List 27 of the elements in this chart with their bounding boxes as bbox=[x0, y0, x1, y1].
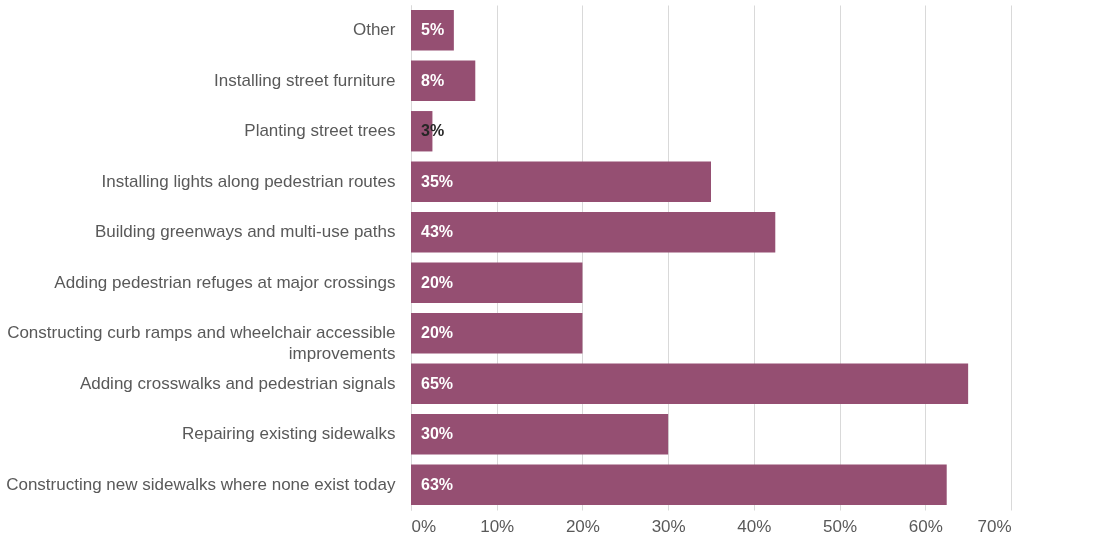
data-label: 20% bbox=[421, 324, 454, 342]
y-tick-label: Other bbox=[352, 20, 396, 40]
y-tick-label: Adding crosswalks and pedestrian signals bbox=[79, 373, 396, 393]
x-tick-label: 70% bbox=[977, 516, 1012, 536]
data-label: 20% bbox=[421, 273, 454, 291]
y-tick-label: Building greenways and multi-use paths bbox=[94, 222, 396, 242]
x-tick-label: 40% bbox=[737, 516, 772, 536]
data-label: 43% bbox=[421, 223, 454, 241]
x-tick-label: 30% bbox=[651, 516, 686, 536]
x-tick-label: 20% bbox=[565, 516, 600, 536]
data-label: 63% bbox=[421, 475, 454, 493]
x-tick-label: 0% bbox=[411, 516, 437, 536]
y-tick-label: Constructing new sidewalks where none exist today bbox=[6, 474, 396, 494]
data-label: 8% bbox=[421, 71, 445, 89]
y-tick-label: Planting street trees bbox=[244, 121, 396, 141]
x-tick-label: 50% bbox=[823, 516, 858, 536]
x-tick-label: 60% bbox=[908, 516, 943, 536]
y-tick-label: Repairing existing sidewalks bbox=[181, 424, 396, 444]
y-tick-label: Installing lights along pedestrian routes bbox=[101, 171, 396, 191]
data-label: 35% bbox=[421, 172, 454, 190]
x-tick-label: 10% bbox=[480, 516, 515, 536]
data-label: 65% bbox=[421, 374, 454, 392]
y-tick-label: Adding pedestrian refuges at major crossings bbox=[54, 272, 396, 292]
y-tick-label: Installing street furniture bbox=[214, 70, 396, 90]
data-label: 5% bbox=[421, 21, 445, 39]
y-tick-label: Constructing curb ramps and wheelchair accessible improvements bbox=[7, 323, 396, 364]
data-label: 30% bbox=[421, 425, 454, 443]
